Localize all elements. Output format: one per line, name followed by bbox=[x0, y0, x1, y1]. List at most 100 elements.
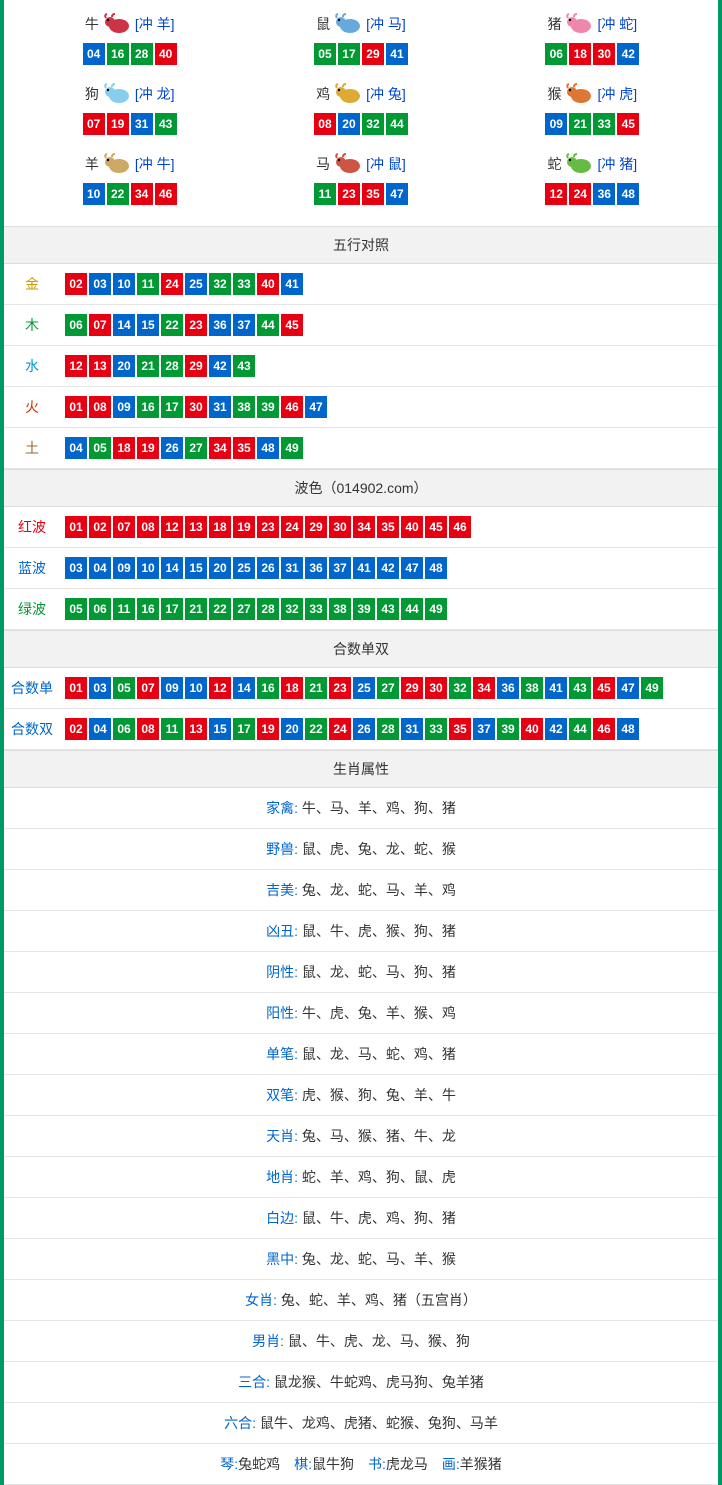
number-ball: 04 bbox=[89, 557, 111, 579]
number-ball: 24 bbox=[329, 718, 351, 740]
number-ball: 45 bbox=[593, 677, 615, 699]
row-numbers: 04051819262734354849 bbox=[60, 430, 308, 466]
zodiac-numbers: 04162840 bbox=[14, 42, 245, 66]
attr-value: 鼠、牛、虎、鸡、狗、猪 bbox=[302, 1210, 456, 1226]
number-ball: 29 bbox=[362, 43, 384, 65]
number-ball: 43 bbox=[377, 598, 399, 620]
zodiac-cell: 牛[冲 羊]04162840 bbox=[14, 6, 245, 76]
attr-value: 鼠牛、龙鸡、虎猪、蛇猴、兔狗、马羊 bbox=[260, 1415, 498, 1431]
table-row: 木06071415222336374445 bbox=[4, 305, 718, 346]
number-ball: 38 bbox=[233, 396, 255, 418]
zodiac-numbers: 05172941 bbox=[245, 42, 476, 66]
number-ball: 35 bbox=[362, 183, 384, 205]
number-ball: 41 bbox=[281, 273, 303, 295]
number-ball: 37 bbox=[233, 314, 255, 336]
number-ball: 19 bbox=[257, 718, 279, 740]
table-row: 金02031011242532334041 bbox=[4, 264, 718, 305]
number-ball: 05 bbox=[65, 598, 87, 620]
zodiac-conflict: [冲 羊] bbox=[135, 14, 175, 34]
zodiac-conflict: [冲 虎] bbox=[597, 84, 637, 104]
page-container: 牛[冲 羊]04162840鼠[冲 马]05172941猪[冲 蛇]061830… bbox=[0, 0, 722, 1485]
number-ball: 12 bbox=[545, 183, 567, 205]
number-ball: 04 bbox=[65, 437, 87, 459]
number-ball: 37 bbox=[473, 718, 495, 740]
zodiac-head: 猴[冲 虎] bbox=[547, 82, 637, 106]
attrs-table: 家禽: 牛、马、羊、鸡、狗、猪野兽: 鼠、虎、兔、龙、蛇、猴吉美: 兔、龙、蛇、… bbox=[4, 788, 718, 1485]
attr-value: 鼠、龙、蛇、马、狗、猪 bbox=[302, 964, 456, 980]
number-ball: 15 bbox=[137, 314, 159, 336]
attr-value: 羊猴猪 bbox=[460, 1456, 502, 1472]
zodiac-name: 蛇 bbox=[547, 154, 561, 174]
row-label: 金 bbox=[4, 264, 60, 304]
number-ball: 29 bbox=[401, 677, 423, 699]
zodiac-cell: 羊[冲 牛]10223446 bbox=[14, 146, 245, 216]
attr-value: 虎、猴、狗、兔、羊、牛 bbox=[302, 1087, 456, 1103]
number-ball: 46 bbox=[449, 516, 471, 538]
attr-key: 天肖: bbox=[266, 1128, 302, 1144]
number-ball: 40 bbox=[521, 718, 543, 740]
table-row: 水1213202128294243 bbox=[4, 346, 718, 387]
attr-row: 三合: 鼠龙猴、牛蛇鸡、虎马狗、兔羊猪 bbox=[4, 1362, 718, 1403]
number-ball: 47 bbox=[386, 183, 408, 205]
number-ball: 05 bbox=[314, 43, 336, 65]
number-ball: 11 bbox=[137, 273, 159, 295]
attr-row: 家禽: 牛、马、羊、鸡、狗、猪 bbox=[4, 788, 718, 829]
number-ball: 40 bbox=[401, 516, 423, 538]
attr-row: 单笔: 鼠、龙、马、蛇、鸡、猪 bbox=[4, 1034, 718, 1075]
attr-value: 牛、马、羊、鸡、狗、猪 bbox=[302, 800, 456, 816]
number-ball: 12 bbox=[209, 677, 231, 699]
row-numbers: 1213202128294243 bbox=[60, 348, 260, 384]
bose-table: 红波0102070812131819232429303435404546蓝波03… bbox=[4, 507, 718, 630]
number-ball: 04 bbox=[89, 718, 111, 740]
number-ball: 09 bbox=[113, 396, 135, 418]
number-ball: 19 bbox=[233, 516, 255, 538]
number-ball: 30 bbox=[329, 516, 351, 538]
number-ball: 02 bbox=[65, 718, 87, 740]
number-ball: 23 bbox=[338, 183, 360, 205]
number-ball: 09 bbox=[161, 677, 183, 699]
attr-value: 鼠、牛、虎、猴、狗、猪 bbox=[302, 923, 456, 939]
attr-row: 女肖: 兔、蛇、羊、鸡、猪（五宫肖） bbox=[4, 1280, 718, 1321]
number-ball: 07 bbox=[89, 314, 111, 336]
attr-row: 地肖: 蛇、羊、鸡、狗、鼠、虎 bbox=[4, 1157, 718, 1198]
zodiac-animal-icon bbox=[332, 82, 364, 106]
number-ball: 10 bbox=[185, 677, 207, 699]
number-ball: 08 bbox=[137, 516, 159, 538]
number-ball: 17 bbox=[338, 43, 360, 65]
number-ball: 28 bbox=[161, 355, 183, 377]
row-label: 木 bbox=[4, 305, 60, 345]
number-ball: 26 bbox=[257, 557, 279, 579]
attr-value: 兔、马、猴、猪、牛、龙 bbox=[302, 1128, 456, 1144]
number-ball: 49 bbox=[281, 437, 303, 459]
zodiac-name: 狗 bbox=[85, 84, 99, 104]
number-ball: 03 bbox=[89, 273, 111, 295]
attr-key: 女肖: bbox=[245, 1292, 281, 1308]
attr-key: 吉美: bbox=[266, 882, 302, 898]
number-ball: 41 bbox=[353, 557, 375, 579]
number-ball: 48 bbox=[617, 718, 639, 740]
number-ball: 03 bbox=[89, 677, 111, 699]
number-ball: 42 bbox=[209, 355, 231, 377]
number-ball: 32 bbox=[209, 273, 231, 295]
number-ball: 27 bbox=[185, 437, 207, 459]
attr-value: 兔、蛇、羊、鸡、猪（五宫肖） bbox=[281, 1292, 477, 1308]
attr-key: 家禽: bbox=[266, 800, 302, 816]
attr-key: 六合: bbox=[224, 1415, 260, 1431]
section-header-attrs: 生肖属性 bbox=[4, 750, 718, 788]
number-ball: 20 bbox=[281, 718, 303, 740]
row-label: 土 bbox=[4, 428, 60, 468]
number-ball: 08 bbox=[89, 396, 111, 418]
heshu-table: 合数单0103050709101214161821232527293032343… bbox=[4, 668, 718, 750]
number-ball: 42 bbox=[377, 557, 399, 579]
row-label: 合数双 bbox=[4, 709, 60, 749]
attr-key: 阴性: bbox=[266, 964, 302, 980]
number-ball: 02 bbox=[65, 273, 87, 295]
number-ball: 07 bbox=[137, 677, 159, 699]
zodiac-cell: 鸡[冲 兔]08203244 bbox=[245, 76, 476, 146]
number-ball: 17 bbox=[161, 598, 183, 620]
number-ball: 40 bbox=[155, 43, 177, 65]
number-ball: 34 bbox=[209, 437, 231, 459]
number-ball: 45 bbox=[281, 314, 303, 336]
number-ball: 36 bbox=[305, 557, 327, 579]
number-ball: 40 bbox=[257, 273, 279, 295]
